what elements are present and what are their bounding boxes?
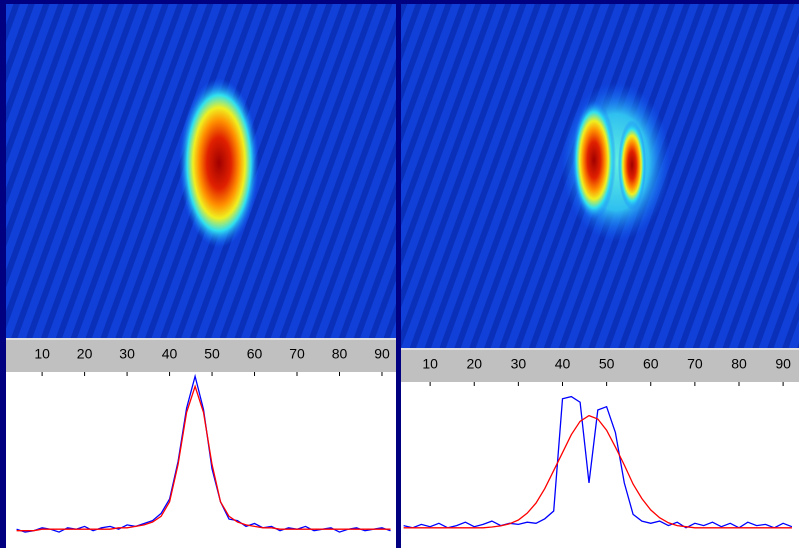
x-tick-label: 50 xyxy=(599,356,615,372)
x-tick-label: 70 xyxy=(289,346,305,362)
x-tick-label: 60 xyxy=(643,356,659,372)
x-tick-label: 40 xyxy=(162,346,178,362)
x-tick-label: 20 xyxy=(466,356,482,372)
x-tick-label: 90 xyxy=(775,356,791,372)
x-tick-label: 90 xyxy=(374,346,390,362)
x-tick-label: 80 xyxy=(731,356,747,372)
profile-line xyxy=(16,373,391,533)
x-tick-label: 10 xyxy=(422,356,438,372)
x-tick-label: 80 xyxy=(332,346,348,362)
x-tick-label: 30 xyxy=(119,346,135,362)
profile-line xyxy=(403,414,792,529)
profile-line xyxy=(403,395,793,529)
right-image xyxy=(401,4,799,348)
x-tick-label: 30 xyxy=(511,356,527,372)
left-image xyxy=(6,4,396,338)
plot-area xyxy=(401,382,799,548)
tick-bar xyxy=(6,338,396,372)
x-tick-label: 50 xyxy=(204,346,220,362)
x-tick-label: 70 xyxy=(687,356,703,372)
tick-bar xyxy=(401,348,799,382)
x-tick-label: 40 xyxy=(555,356,571,372)
profile-line xyxy=(16,384,391,532)
x-tick-label: 10 xyxy=(34,346,50,362)
x-tick-label: 60 xyxy=(247,346,263,362)
x-tick-label: 20 xyxy=(77,346,93,362)
